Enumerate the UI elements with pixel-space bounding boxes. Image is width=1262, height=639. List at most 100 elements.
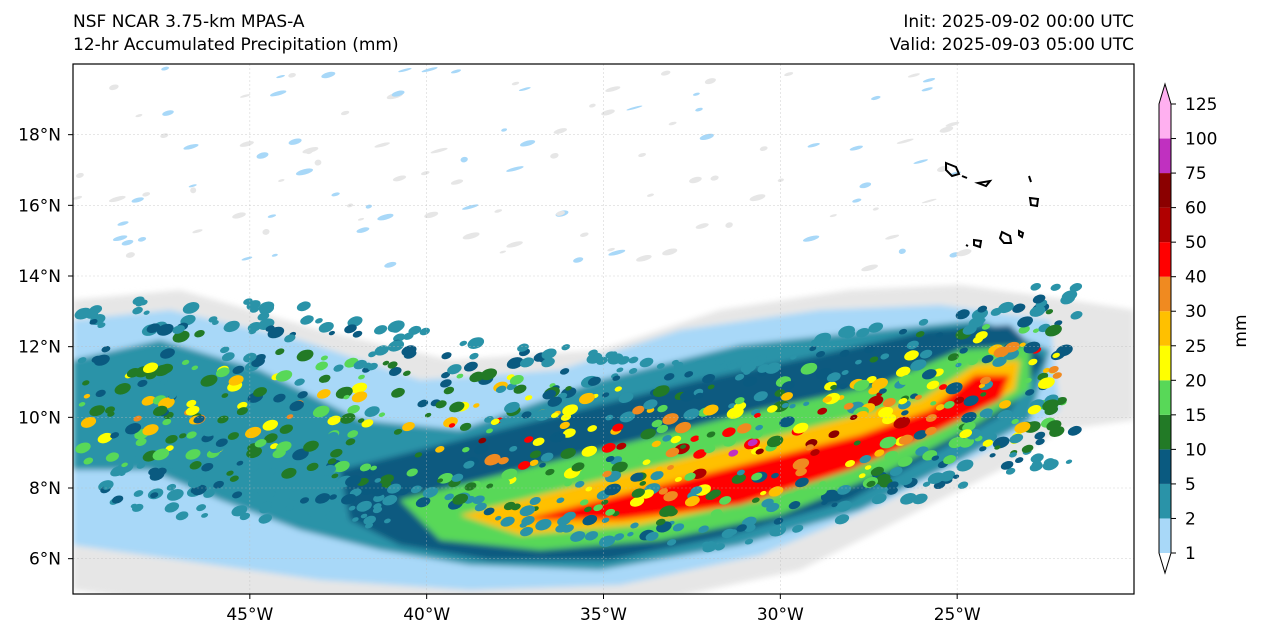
convective-cell bbox=[517, 461, 531, 470]
convective-cell bbox=[367, 362, 378, 371]
light-shower bbox=[506, 241, 523, 248]
convective-cell bbox=[753, 391, 768, 402]
convective-cell bbox=[599, 535, 616, 548]
convective-cell bbox=[953, 474, 960, 479]
convective-cell bbox=[887, 481, 899, 490]
convective-cell bbox=[330, 448, 343, 458]
convective-cell bbox=[162, 418, 172, 426]
convective-cell bbox=[701, 541, 710, 548]
convective-cell bbox=[817, 407, 828, 415]
convective-cell bbox=[859, 455, 872, 464]
light-shower bbox=[922, 78, 936, 83]
convective-cell bbox=[345, 438, 356, 446]
light-shower bbox=[421, 67, 438, 73]
convective-cell bbox=[766, 435, 784, 448]
convective-cell bbox=[490, 418, 500, 425]
convective-cell bbox=[736, 469, 745, 476]
convective-cell bbox=[542, 389, 556, 400]
colorbar-tick-label: 75 bbox=[1185, 164, 1207, 184]
convective-cell bbox=[663, 373, 675, 381]
lon-tick-label: 40°W bbox=[403, 605, 450, 625]
convective-cell bbox=[223, 320, 240, 333]
convective-cell bbox=[215, 367, 230, 378]
convective-cell bbox=[539, 462, 546, 468]
convective-cell bbox=[356, 500, 372, 512]
convective-cell bbox=[501, 468, 518, 480]
convective-cell bbox=[829, 482, 839, 489]
convective-cell bbox=[747, 439, 758, 447]
convective-cell bbox=[142, 424, 159, 436]
convective-cell bbox=[97, 432, 113, 444]
convective-cell bbox=[358, 374, 365, 380]
convective-cell bbox=[792, 524, 804, 533]
convective-cell bbox=[706, 431, 716, 438]
convective-cell bbox=[755, 448, 764, 455]
convective-cell bbox=[768, 486, 784, 497]
convective-cell bbox=[133, 490, 144, 497]
light-shower bbox=[450, 69, 462, 74]
convective-cell bbox=[858, 473, 866, 479]
convective-cell bbox=[588, 349, 598, 357]
convective-cell bbox=[992, 436, 1010, 449]
convective-cell bbox=[232, 365, 245, 375]
convective-cell bbox=[906, 340, 919, 350]
convective-cell bbox=[185, 449, 201, 460]
convective-cell bbox=[534, 409, 552, 421]
convective-cell bbox=[520, 526, 534, 537]
colorbar-segment bbox=[1159, 345, 1171, 381]
convective-cell bbox=[294, 378, 305, 386]
convective-cell bbox=[900, 476, 913, 486]
light-shower bbox=[885, 234, 900, 240]
convective-cell bbox=[844, 460, 856, 467]
convective-cell bbox=[994, 445, 1001, 450]
convective-cell bbox=[359, 463, 372, 472]
convective-cell bbox=[769, 524, 787, 537]
light-shower bbox=[494, 209, 503, 213]
light-shower bbox=[647, 193, 654, 197]
convective-cell bbox=[838, 325, 855, 338]
convective-cell bbox=[185, 405, 200, 416]
convective-cell bbox=[977, 305, 988, 313]
convective-cell bbox=[954, 396, 965, 404]
convective-cell bbox=[959, 429, 973, 439]
light-shower bbox=[608, 249, 626, 256]
convective-cell bbox=[83, 393, 91, 399]
convective-cell bbox=[1018, 325, 1030, 334]
light-shower bbox=[295, 168, 314, 176]
convective-cell bbox=[168, 393, 177, 400]
convective-cell bbox=[77, 357, 87, 364]
convective-cell bbox=[328, 330, 335, 336]
convective-cell bbox=[760, 490, 767, 496]
convective-cell bbox=[839, 349, 850, 357]
convective-cell bbox=[462, 446, 470, 453]
convective-cell bbox=[816, 488, 827, 496]
convective-cell bbox=[968, 316, 985, 328]
convective-cell bbox=[296, 301, 311, 312]
convective-cell bbox=[559, 421, 570, 429]
convective-cell bbox=[651, 419, 663, 428]
convective-cell bbox=[619, 411, 636, 423]
convective-cell bbox=[529, 496, 541, 506]
convective-cell bbox=[452, 493, 469, 505]
convective-cell bbox=[279, 424, 293, 434]
light-shower bbox=[580, 232, 589, 237]
convective-cell bbox=[95, 389, 106, 397]
light-shower bbox=[262, 228, 270, 235]
convective-cell bbox=[997, 409, 1013, 421]
colorbar-segment bbox=[1159, 104, 1171, 139]
light-shower bbox=[356, 227, 370, 233]
convective-cell bbox=[981, 354, 994, 364]
convective-cell bbox=[733, 401, 747, 411]
light-shower bbox=[784, 72, 794, 77]
convective-cell bbox=[578, 392, 595, 405]
light-shower bbox=[573, 257, 584, 263]
field-title: 12-hr Accumulated Precipitation (mm) bbox=[73, 35, 399, 55]
convective-cell bbox=[469, 352, 479, 360]
convective-cell bbox=[926, 380, 940, 390]
convective-cell bbox=[640, 428, 656, 440]
convective-cell bbox=[935, 404, 945, 411]
convective-cell bbox=[655, 466, 663, 472]
convective-cell bbox=[227, 432, 239, 440]
light-shower bbox=[232, 212, 246, 219]
convective-cell bbox=[728, 449, 739, 457]
